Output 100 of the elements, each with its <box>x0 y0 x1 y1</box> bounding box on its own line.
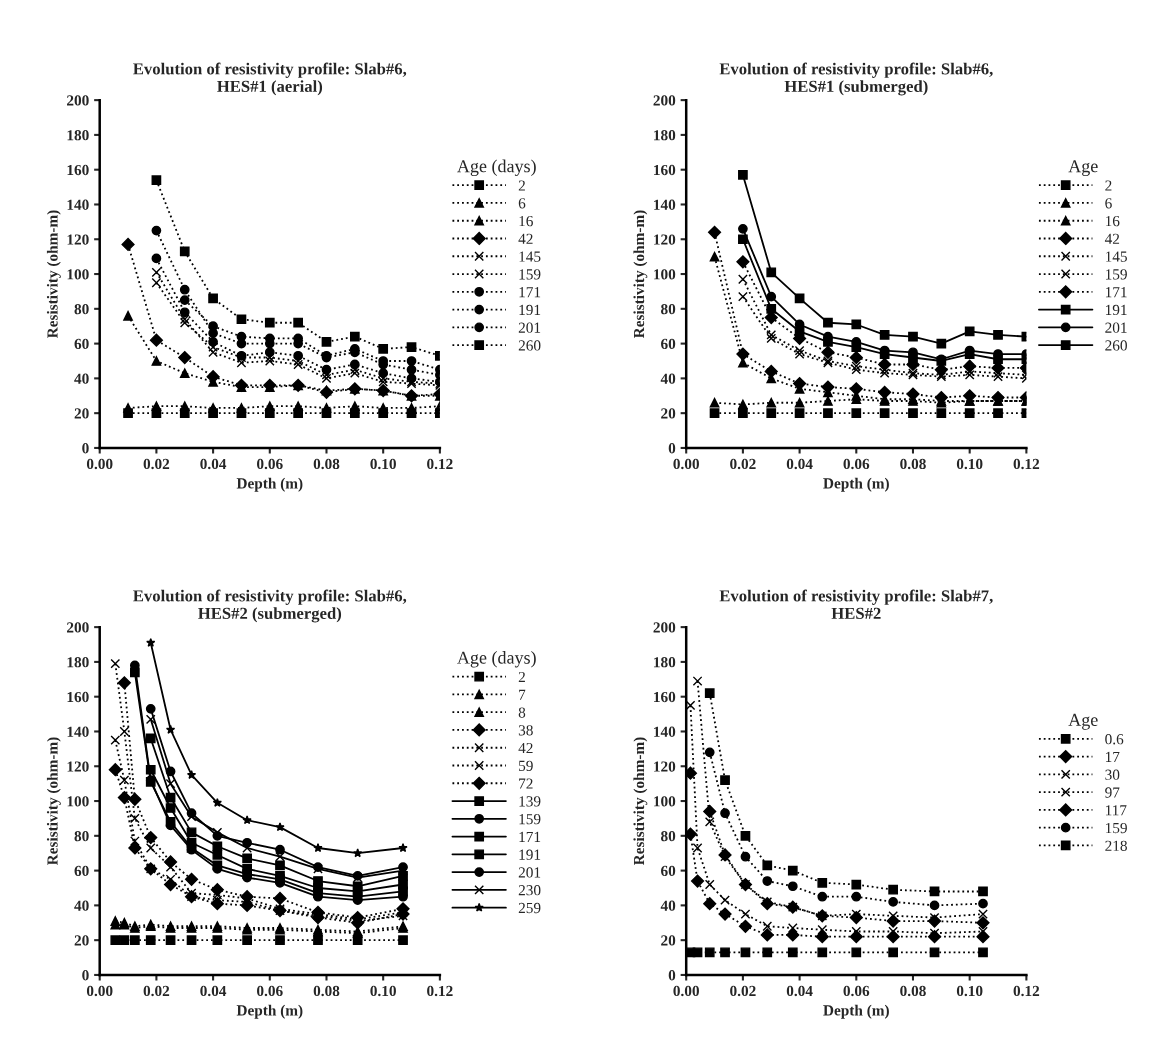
y-tick-label: 80 <box>661 303 676 315</box>
legend-label: 171 <box>1105 287 1127 298</box>
y-tick-label: 40 <box>74 373 89 384</box>
legend-label: 42 <box>518 742 533 754</box>
y-tick-label: 40 <box>660 373 676 384</box>
legend-label: 201 <box>1105 322 1127 333</box>
y-tick-label: 100 <box>67 796 89 807</box>
y-tick-label: 60 <box>661 338 676 350</box>
y-tick-label: 200 <box>67 95 89 106</box>
legend-label: 17 <box>1105 751 1120 762</box>
legend-label: 97 <box>1105 787 1120 798</box>
chart-title: Evolution of resistivity profile: Slab#7, HES#2 <box>719 589 993 619</box>
legend-label: 201 <box>518 322 541 333</box>
legend-label: 42 <box>1104 233 1120 244</box>
legend-label: 72 <box>519 778 533 789</box>
legend-label: 8 <box>518 707 526 718</box>
legend-label: 6 <box>1105 198 1112 209</box>
x-tick-label: 0.02 <box>730 458 756 470</box>
legend-label: 259 <box>518 902 541 914</box>
y-tick-label: 140 <box>67 726 89 737</box>
x-tick-label: 0.00 <box>673 458 699 470</box>
x-tick-label: 0.00 <box>673 985 699 997</box>
y-tick-label: 180 <box>67 130 89 141</box>
y-tick-label: 20 <box>661 408 676 419</box>
x-tick-label: 0.10 <box>370 985 396 997</box>
chart-title: Evolution of resistivity profile: Slab#6, HES#1 (aerial) <box>133 62 407 96</box>
legend-title: Age <box>1068 160 1098 177</box>
y-axis-title: Resistivity (ohm-m) <box>633 737 648 866</box>
x-tick-label: 0.08 <box>313 985 340 997</box>
y-tick-label: 140 <box>67 199 89 210</box>
y-tick-label: 160 <box>654 691 676 703</box>
legend-label: 2 <box>518 180 525 191</box>
x-axis-title: Depth (m) <box>823 1004 889 1019</box>
legend-label: 201 <box>518 867 541 878</box>
y-tick-label: 60 <box>74 865 89 877</box>
x-tick-label: 0.12 <box>427 985 453 997</box>
legend-label: 2 <box>518 671 525 682</box>
legend-title: Age <box>1068 713 1098 730</box>
y-axis-title: Resistivity (ohm-m) <box>46 210 61 339</box>
x-tick-label: 0.04 <box>200 985 227 997</box>
x-tick-label: 0.06 <box>843 985 870 997</box>
legend-label: 191 <box>519 304 541 316</box>
legend-label: 159 <box>1105 822 1127 834</box>
y-tick-label: 80 <box>661 830 676 842</box>
y-tick-label: 200 <box>67 622 89 633</box>
x-tick-label: 0.06 <box>843 458 870 470</box>
x-axis-title: Depth (m) <box>823 477 889 492</box>
legend-label: 145 <box>1105 251 1127 262</box>
legend-label: 218 <box>1105 840 1127 851</box>
legend-label: 171 <box>519 287 541 298</box>
x-tick-label: 0.06 <box>257 985 283 997</box>
chart-title: Evolution of resistivity profile: Slab#6, HES#2 (submerged) <box>133 589 407 623</box>
legend-label: 191 <box>1105 304 1127 316</box>
x-axis-title: Depth (m) <box>236 1004 303 1019</box>
x-tick-label: 0.08 <box>900 985 926 997</box>
legend-label: 6 <box>518 198 526 209</box>
x-tick-label: 0.02 <box>143 985 170 997</box>
y-tick-label: 0 <box>668 443 676 454</box>
y-tick-label: 120 <box>654 234 676 245</box>
legend-label: 59 <box>519 760 533 771</box>
x-tick-label: 0.06 <box>257 458 283 470</box>
legend-label: 16 <box>519 215 533 227</box>
y-axis-title: Resistivity (ohm-m) <box>633 210 648 339</box>
y-tick-label: 160 <box>67 691 89 703</box>
y-tick-label: 100 <box>654 796 676 807</box>
y-tick-label: 80 <box>74 303 89 315</box>
y-tick-label: 120 <box>654 761 676 772</box>
legend-label: 159 <box>1105 269 1127 280</box>
y-tick-label: 0 <box>668 970 676 981</box>
legend-label: 230 <box>518 885 541 896</box>
legend-label: 260 <box>518 340 541 351</box>
x-tick-label: 0.12 <box>427 458 453 470</box>
y-tick-label: 200 <box>653 622 676 633</box>
legend-label: 159 <box>519 814 541 825</box>
x-tick-label: 0.04 <box>786 985 813 997</box>
y-tick-label: 20 <box>74 935 89 946</box>
x-tick-label: 0.08 <box>313 458 340 470</box>
y-tick-label: 160 <box>654 164 676 176</box>
x-tick-label: 0.02 <box>143 458 170 470</box>
x-axis-title: Depth (m) <box>236 477 303 492</box>
legend-label: 171 <box>519 831 541 842</box>
y-tick-label: 100 <box>67 269 89 280</box>
y-tick-label: 40 <box>660 900 676 911</box>
y-tick-label: 60 <box>74 338 89 350</box>
legend-label: 159 <box>519 269 541 280</box>
x-tick-label: 0.10 <box>370 458 396 470</box>
x-tick-label: 0.08 <box>900 458 926 470</box>
y-tick-label: 20 <box>661 935 676 946</box>
legend-title: Age (days) <box>457 159 536 177</box>
legend-label: 260 <box>1105 340 1127 351</box>
y-tick-label: 120 <box>67 234 89 245</box>
x-tick-label: 0.12 <box>1013 458 1040 470</box>
y-tick-label: 20 <box>74 408 89 419</box>
y-tick-label: 60 <box>661 865 676 877</box>
chart-title: Evolution of resistivity profile: Slab#6, HES#1 (submerged) <box>719 62 993 96</box>
x-tick-label: 0.10 <box>956 458 983 470</box>
x-tick-label: 0.04 <box>200 458 227 470</box>
y-tick-label: 100 <box>654 269 676 280</box>
legend-label: 7 <box>519 689 526 700</box>
legend-label: 139 <box>519 796 541 807</box>
